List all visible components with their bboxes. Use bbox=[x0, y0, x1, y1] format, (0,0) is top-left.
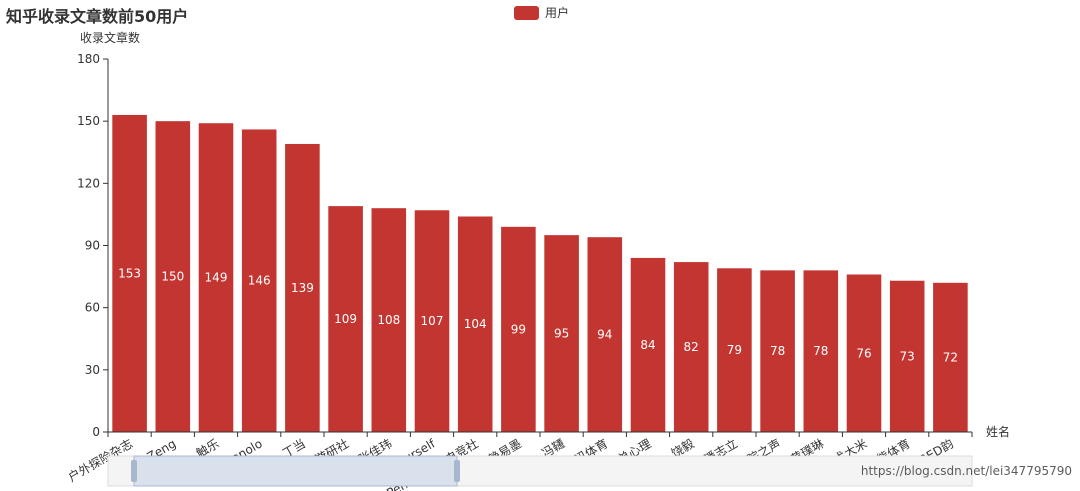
bar[interactable] bbox=[889, 280, 925, 432]
bar-value-label: 73 bbox=[900, 349, 915, 363]
bar-value-label: 78 bbox=[770, 344, 785, 358]
bar[interactable] bbox=[544, 235, 579, 432]
bar[interactable] bbox=[630, 257, 666, 432]
bar[interactable] bbox=[285, 143, 320, 432]
bar[interactable] bbox=[846, 274, 882, 432]
bar-value-label: 78 bbox=[813, 344, 828, 358]
bar-value-label: 72 bbox=[943, 350, 958, 364]
bar[interactable] bbox=[371, 208, 407, 432]
bar[interactable] bbox=[933, 282, 968, 432]
bar-value-label: 109 bbox=[334, 312, 357, 326]
bar-value-label: 104 bbox=[464, 317, 487, 331]
bar-value-label: 84 bbox=[640, 338, 655, 352]
y-tick-label: 0 bbox=[92, 425, 100, 439]
bar-value-label: 94 bbox=[597, 328, 612, 342]
zoom-handle-left[interactable] bbox=[131, 460, 137, 482]
bar-value-label: 150 bbox=[161, 270, 184, 284]
bar[interactable] bbox=[241, 129, 277, 432]
bar-value-label: 79 bbox=[727, 343, 742, 357]
bar-value-label: 99 bbox=[511, 322, 526, 336]
bar[interactable] bbox=[457, 216, 493, 432]
y-tick-label: 150 bbox=[77, 114, 100, 128]
bar[interactable] bbox=[760, 270, 795, 432]
legend-label: 用户 bbox=[545, 6, 570, 20]
bar[interactable] bbox=[717, 268, 752, 432]
data-zoom-slider[interactable] bbox=[107, 455, 973, 487]
bar-value-label: 149 bbox=[205, 271, 228, 285]
bar-value-label: 153 bbox=[118, 266, 141, 280]
bar[interactable] bbox=[155, 121, 191, 433]
y-tick-label: 90 bbox=[85, 239, 100, 253]
bar[interactable] bbox=[803, 270, 839, 432]
bar-value-label: 107 bbox=[421, 314, 444, 328]
bar-value-label: 108 bbox=[377, 313, 400, 327]
bar-value-label: 82 bbox=[684, 340, 699, 354]
bar-value-label: 146 bbox=[248, 274, 271, 288]
bar[interactable] bbox=[198, 123, 234, 432]
bar-value-label: 95 bbox=[554, 327, 569, 341]
watermark: https://blog.csdn.net/lei347795790 bbox=[861, 464, 1072, 478]
bar[interactable] bbox=[673, 262, 709, 432]
y-tick-label: 60 bbox=[85, 301, 100, 315]
legend[interactable]: 用户 bbox=[514, 4, 569, 21]
bar[interactable] bbox=[414, 210, 450, 432]
bar[interactable] bbox=[501, 226, 536, 432]
y-tick-label: 180 bbox=[77, 52, 100, 66]
bar-value-label: 139 bbox=[291, 281, 314, 295]
bar-value-label: 76 bbox=[856, 346, 871, 360]
bar[interactable] bbox=[112, 114, 147, 432]
chart-title: 知乎收录文章数前50用户 bbox=[6, 7, 189, 26]
bar[interactable] bbox=[587, 237, 623, 432]
bars: 153 150 149 146 139 109 108 107 104 99 95 94 84 82 79 7… bbox=[112, 114, 968, 433]
y-axis-label: 收录文章数 bbox=[80, 30, 140, 45]
y-axis: 0 30 60 90 120 150 180 bbox=[77, 52, 109, 439]
x-axis-label: 姓名 bbox=[986, 424, 1010, 439]
y-tick-label: 120 bbox=[77, 176, 100, 190]
zoom-handle-right[interactable] bbox=[454, 460, 460, 482]
legend-swatch bbox=[514, 5, 539, 20]
bar[interactable] bbox=[328, 206, 363, 432]
y-tick-label: 30 bbox=[85, 363, 100, 377]
zoom-window[interactable] bbox=[133, 455, 458, 487]
